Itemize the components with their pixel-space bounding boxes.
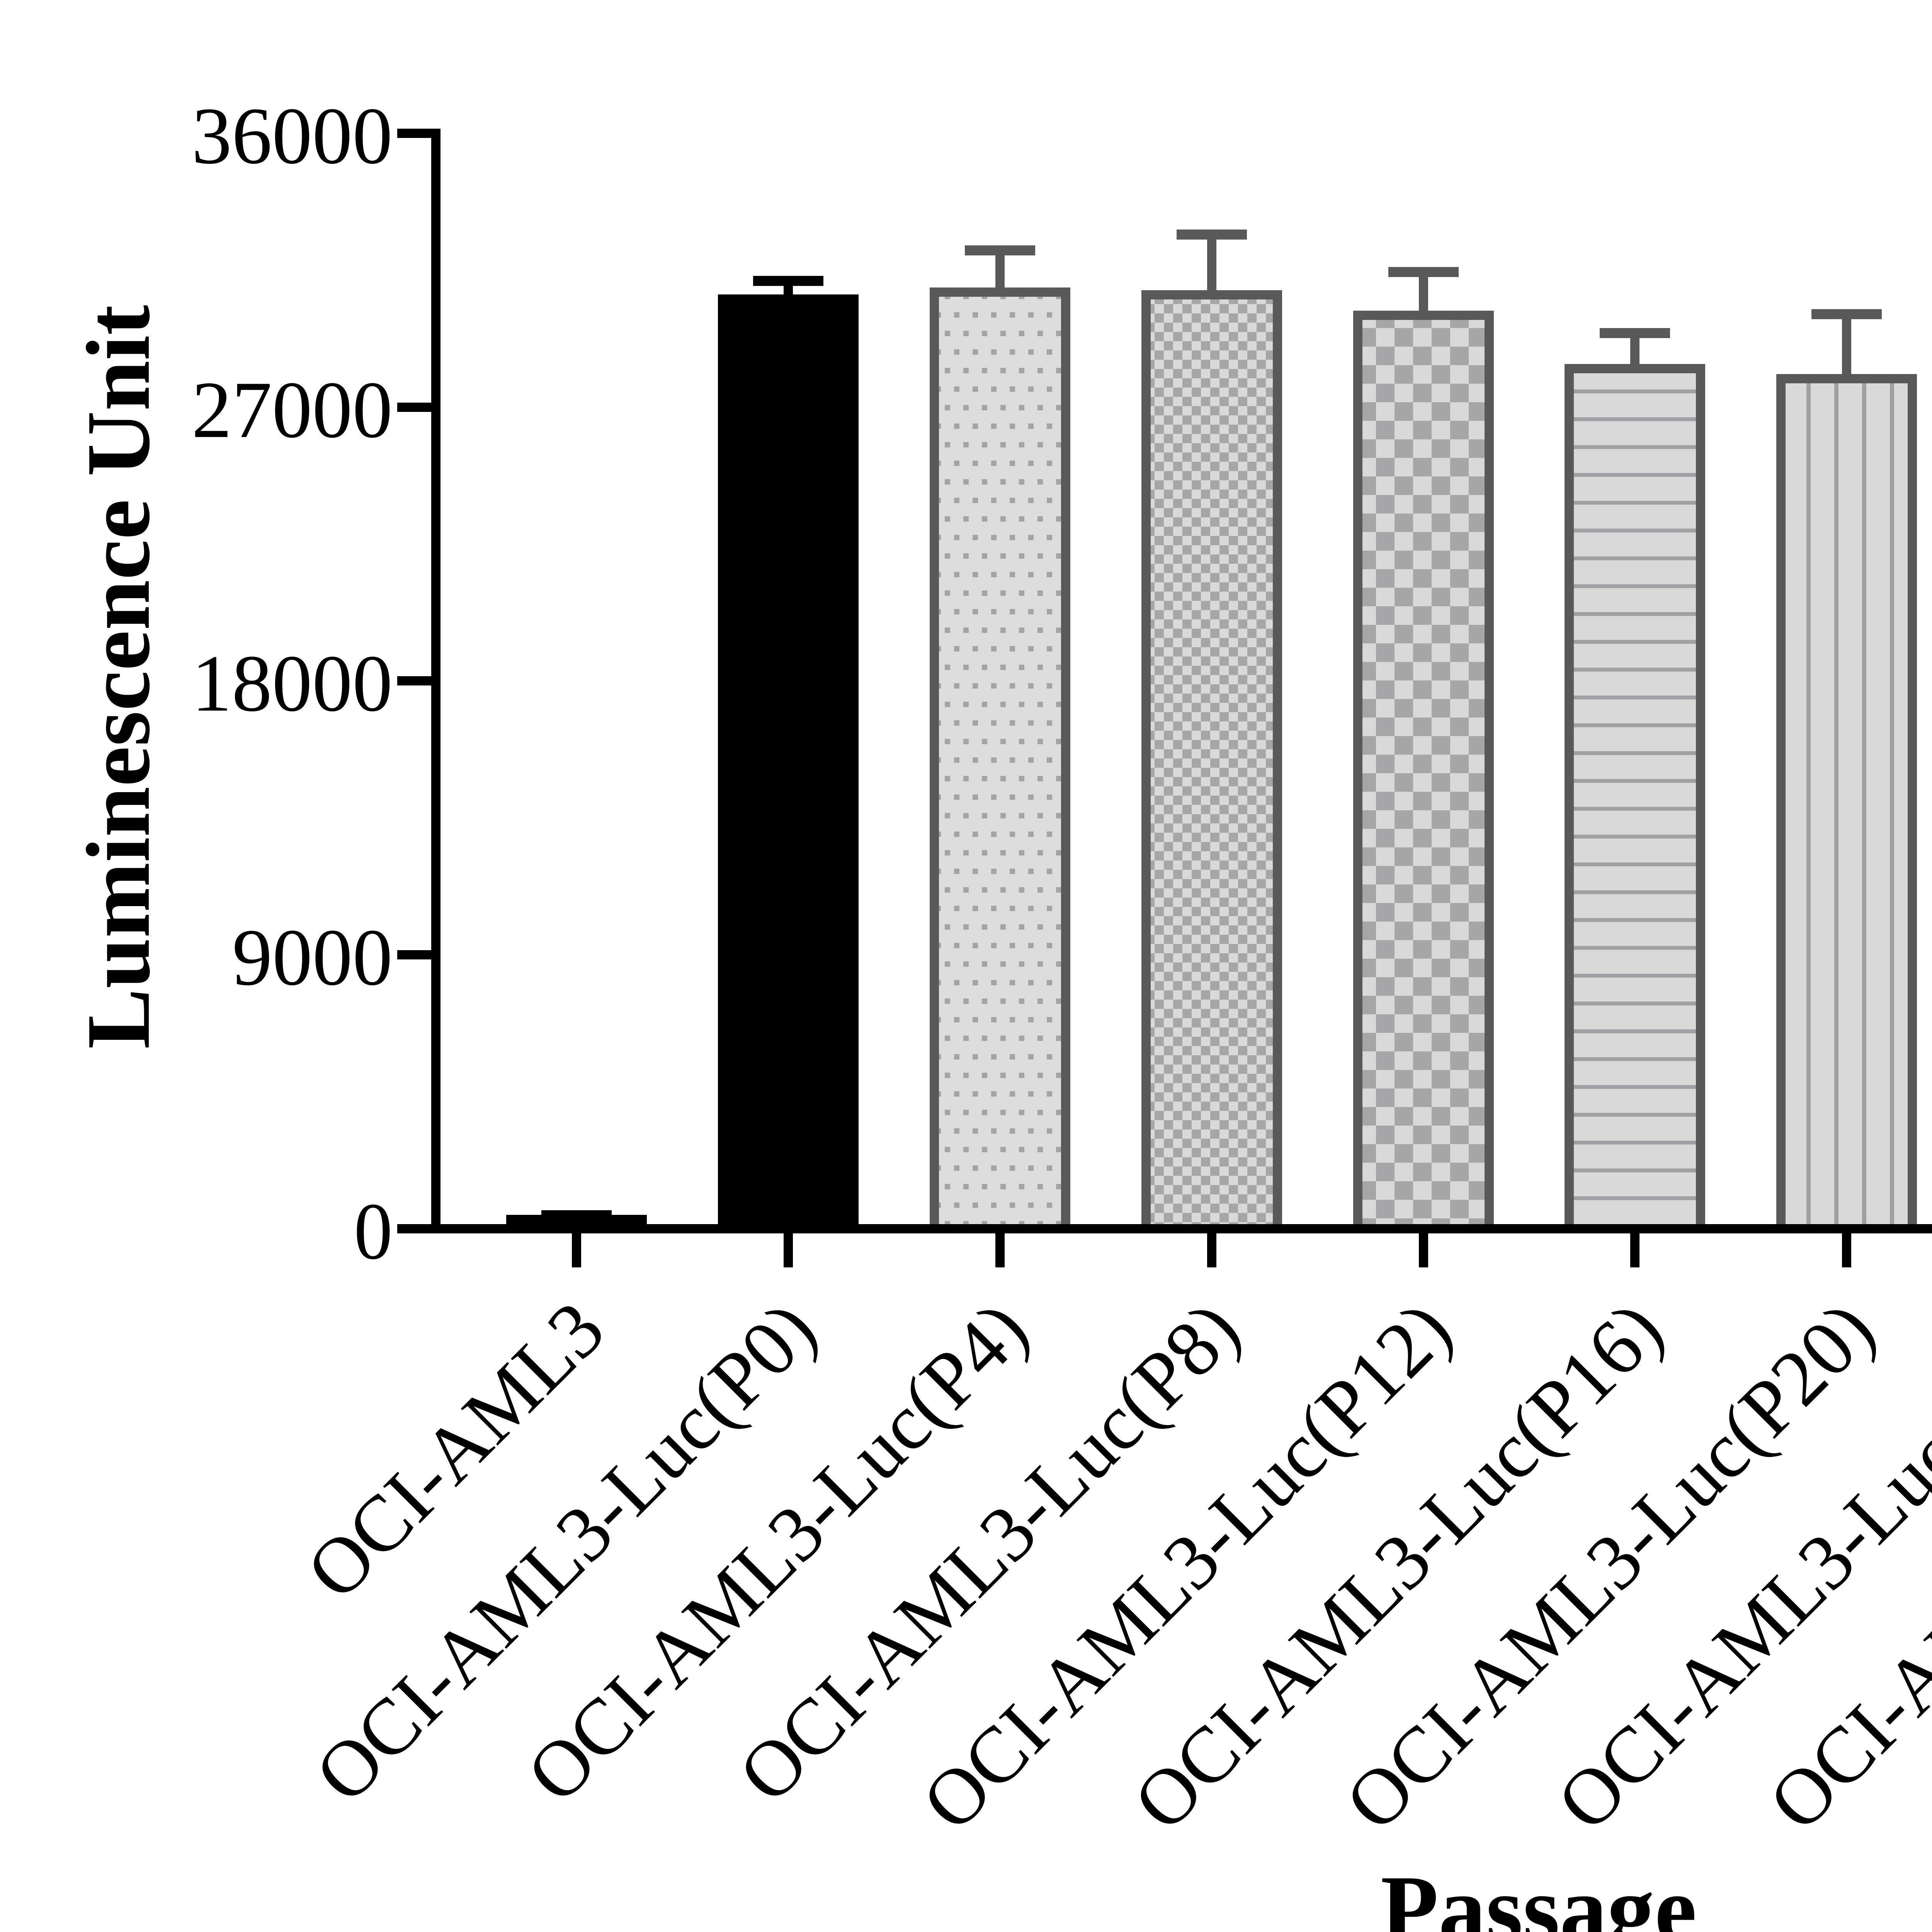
svg-text:Passage: Passage: [1381, 1856, 1697, 1932]
svg-text:18000: 18000: [192, 639, 393, 728]
svg-text:36000: 36000: [192, 91, 393, 181]
svg-text:27000: 27000: [192, 365, 393, 455]
svg-text:9000: 9000: [232, 913, 393, 1002]
svg-text:0: 0: [354, 1187, 393, 1276]
svg-text:Luminescence Unit: Luminescence Unit: [68, 305, 168, 1049]
